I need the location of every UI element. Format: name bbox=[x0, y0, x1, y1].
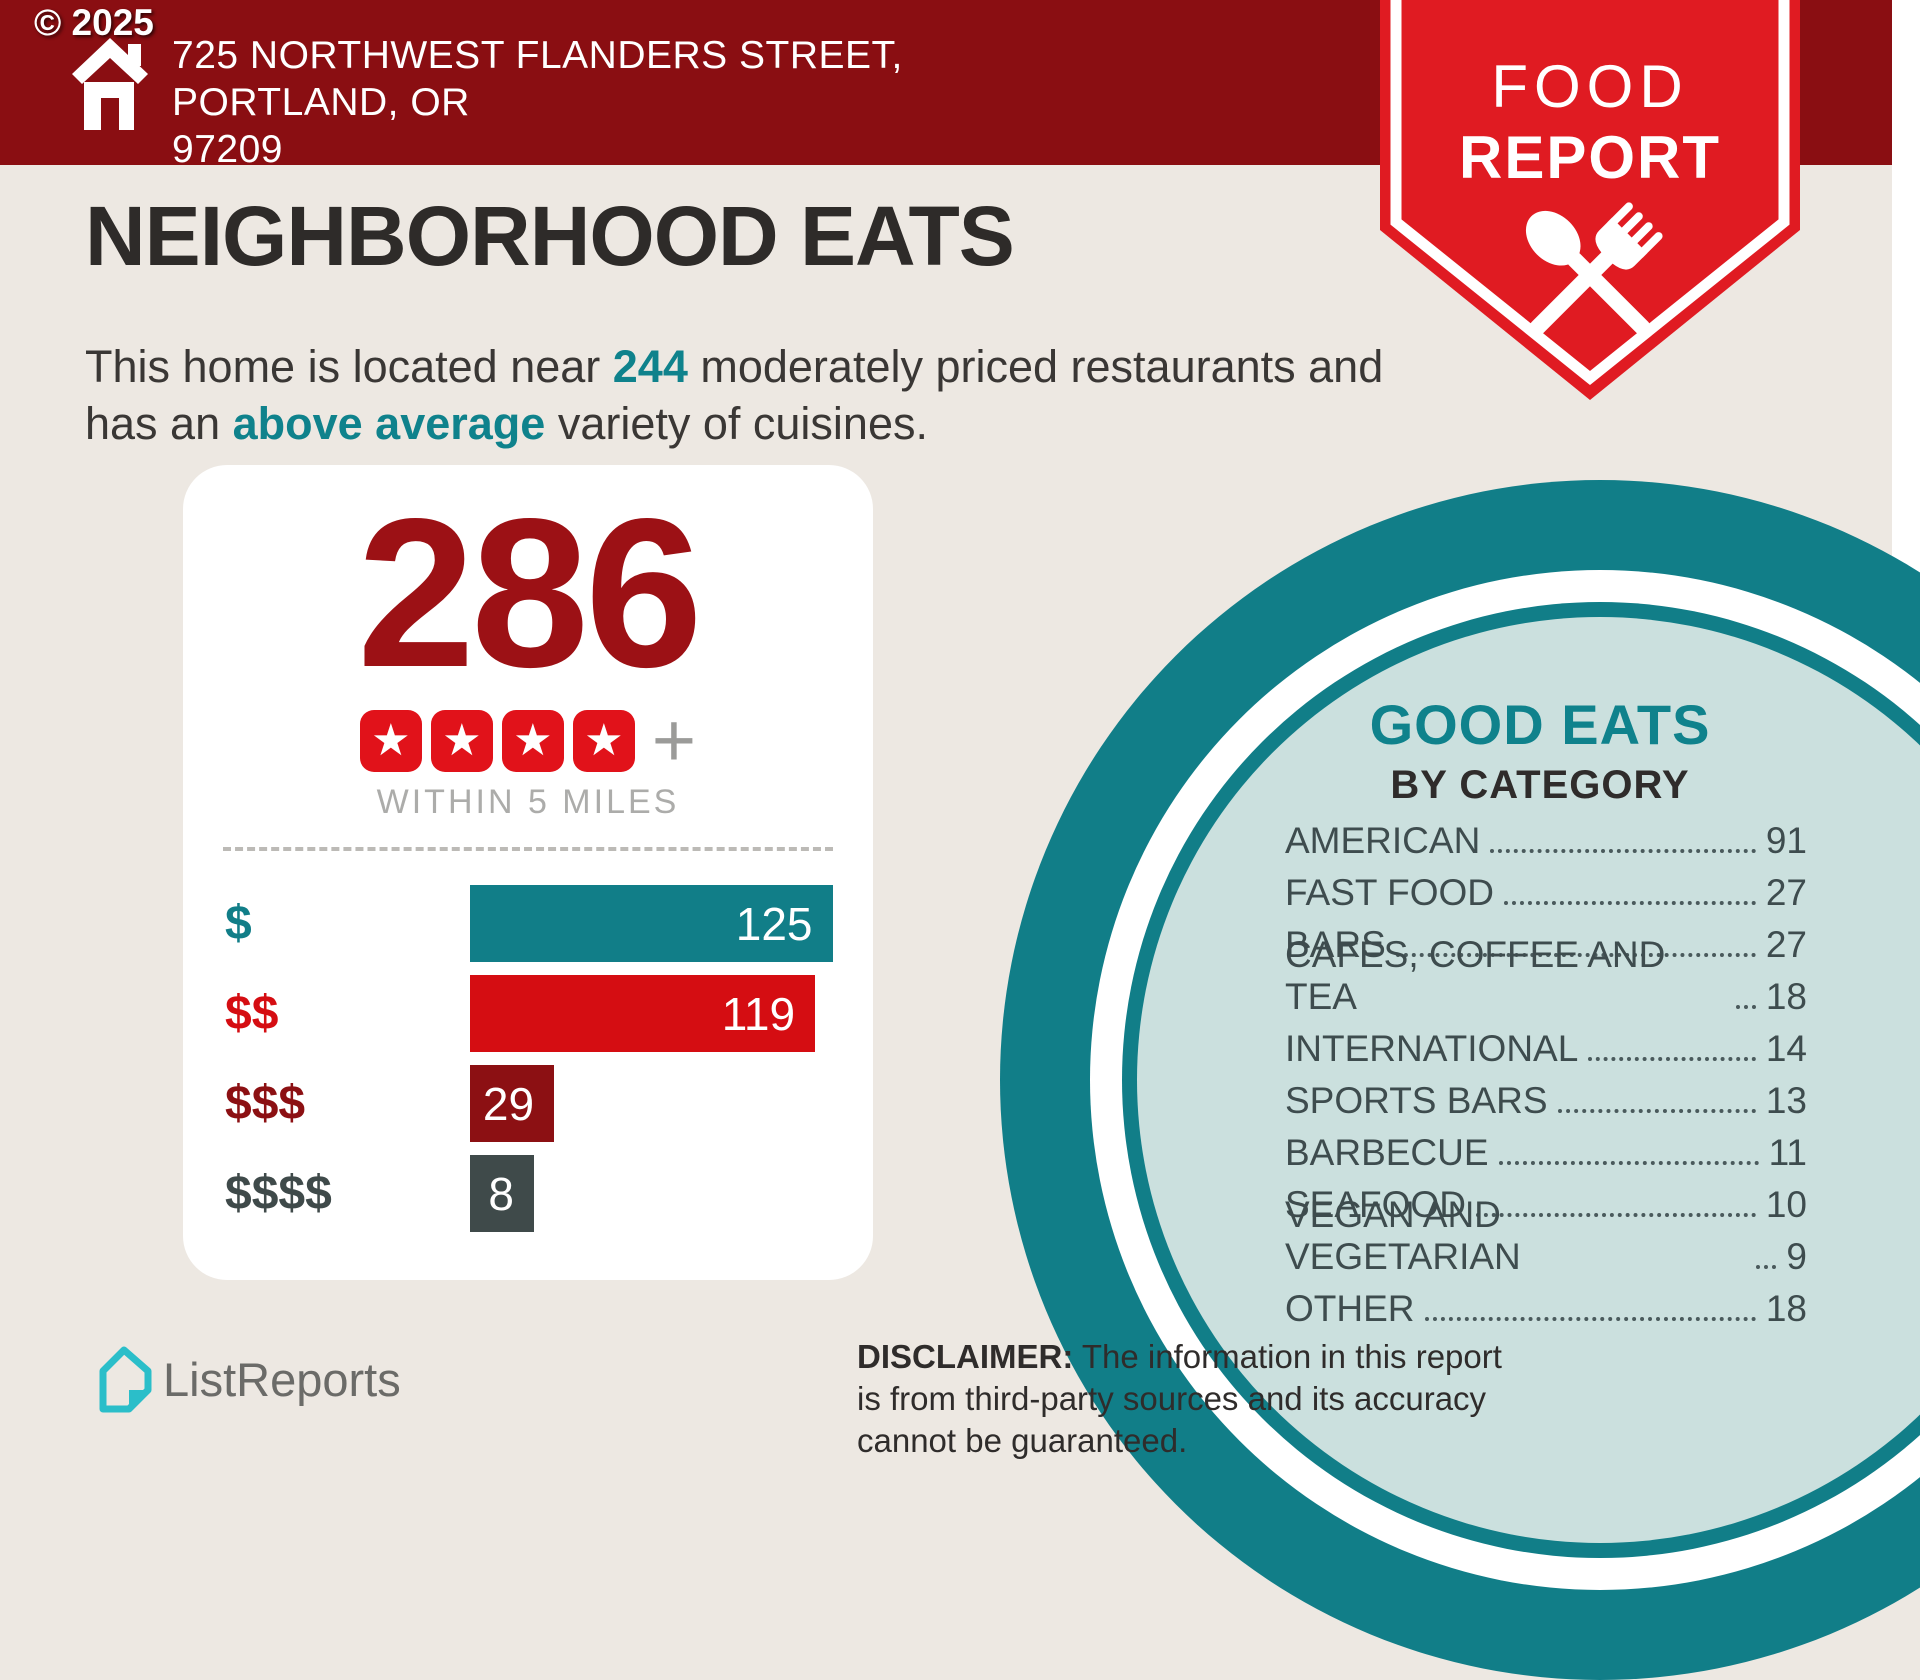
dotted-leader bbox=[1504, 901, 1756, 905]
address-line-2: 97209 bbox=[172, 128, 283, 171]
intro-line-1: This home is located near 244 moderately… bbox=[85, 338, 1383, 395]
dotted-leader bbox=[1395, 953, 1756, 957]
bar-value: 119 bbox=[721, 987, 796, 1040]
intro-t3: has an bbox=[85, 398, 233, 449]
home-icon bbox=[72, 36, 148, 135]
category-row: BARBECUE 11 bbox=[1285, 1122, 1807, 1174]
page-title: NEIGHBORHOOD EATS bbox=[85, 189, 1015, 283]
summary-card: 286 ★ ★ ★ ★ + WITHIN 5 MILES $ 125 $$ 119 $$… bbox=[183, 465, 873, 1280]
star-icon: ★ bbox=[572, 710, 635, 772]
intro-t4: variety of cuisines. bbox=[545, 398, 928, 449]
category-value: 91 bbox=[1765, 820, 1807, 861]
dotted-leader bbox=[1557, 1109, 1756, 1113]
category-label: BARS bbox=[1285, 924, 1386, 965]
badge-text: FOOD REPORT bbox=[1380, 52, 1800, 192]
intro-t2: moderately priced restaurants and bbox=[687, 341, 1384, 392]
category-label: OTHER bbox=[1285, 1288, 1415, 1329]
dotted-leader bbox=[1756, 1265, 1777, 1269]
category-value: 9 bbox=[1786, 1236, 1807, 1277]
category-label: CAFES, COFFEE AND TEA bbox=[1285, 934, 1666, 1017]
category-label: INTERNATIONAL bbox=[1285, 1028, 1579, 1069]
good-eats-circle-fill bbox=[1137, 617, 1920, 1543]
category-row: VEGAN AND VEGETARIAN 9 bbox=[1285, 1194, 1807, 1278]
bar-row: $ 125 bbox=[225, 885, 835, 962]
bar-row: $$$ 29 bbox=[225, 1065, 835, 1142]
category-label: VEGAN AND VEGETARIAN bbox=[1285, 1194, 1521, 1277]
category-value: 11 bbox=[1768, 1132, 1807, 1173]
badge-line-food: FOOD bbox=[1491, 53, 1689, 120]
dotted-leader bbox=[1424, 1317, 1756, 1321]
dotted-leader bbox=[1735, 1005, 1756, 1009]
price-tier-label: $ bbox=[225, 897, 252, 950]
badge-line-report: REPORT bbox=[1458, 124, 1722, 191]
food-report-badge: FOOD REPORT bbox=[1380, 0, 1800, 400]
category-row: OTHER 18 bbox=[1285, 1278, 1807, 1330]
category-label: BARBECUE bbox=[1285, 1132, 1489, 1173]
bar: 8 bbox=[470, 1155, 534, 1232]
category-value: 18 bbox=[1765, 976, 1807, 1017]
dotted-leader bbox=[1588, 1057, 1756, 1061]
category-label: AMERICAN bbox=[1285, 820, 1481, 861]
category-value: 27 bbox=[1765, 872, 1807, 913]
good-eats-heading: GOOD EATS BY CATEGORY bbox=[1240, 692, 1840, 808]
category-row: AMERICAN 91 bbox=[1285, 810, 1807, 862]
restaurant-count: 244 bbox=[612, 341, 688, 392]
bar-value: 29 bbox=[482, 1077, 535, 1130]
radius-caption: WITHIN 5 MILES bbox=[376, 783, 680, 821]
bar-value: 125 bbox=[735, 897, 813, 950]
category-row: INTERNATIONAL 14 bbox=[1285, 1018, 1807, 1070]
crossed-spoon-fork-icon bbox=[1495, 180, 1685, 370]
property-address: 725 NORTHWEST FLANDERS STREET, PORTLAND,… bbox=[172, 32, 1072, 173]
bar-value: 8 bbox=[488, 1167, 514, 1220]
star-icon: ★ bbox=[501, 710, 564, 772]
bar: 125 bbox=[470, 885, 833, 962]
star-rating: ★ ★ ★ ★ + bbox=[183, 703, 873, 779]
category-label: SPORTS BARS bbox=[1285, 1080, 1548, 1121]
disclaimer-label: DISCLAIMER: bbox=[857, 1338, 1074, 1375]
plus-sign: + bbox=[651, 698, 697, 783]
dotted-leader bbox=[1498, 1161, 1759, 1165]
category-row: CAFES, COFFEE AND TEA 18 bbox=[1285, 934, 1807, 1018]
bar: 29 bbox=[470, 1065, 555, 1142]
good-eats-subtitle: BY CATEGORY bbox=[1390, 763, 1690, 807]
good-eats-category-list: AMERICAN 91 FAST FOOD 27 BARS 27 CAFES, … bbox=[1285, 810, 1807, 1330]
bar-row: $$ 119 bbox=[225, 975, 835, 1052]
category-value: 14 bbox=[1765, 1028, 1807, 1069]
category-value: 13 bbox=[1765, 1080, 1807, 1121]
price-tier-label: $$$$ bbox=[225, 1167, 332, 1220]
brand-name: ListReports bbox=[163, 1353, 401, 1406]
copyright-watermark: © 2025 bbox=[34, 2, 154, 43]
intro-highlight: above average bbox=[232, 398, 546, 449]
price-tier-label: $$ bbox=[225, 987, 279, 1040]
address-line-1: 725 NORTHWEST FLANDERS STREET, PORTLAND,… bbox=[172, 34, 903, 124]
star-icon: ★ bbox=[430, 710, 493, 772]
category-value: 10 bbox=[1765, 1184, 1807, 1225]
category-row: SEAFOOD 10 bbox=[1285, 1174, 1807, 1226]
bar: 119 bbox=[470, 975, 816, 1052]
star-icon: ★ bbox=[359, 710, 422, 772]
category-value: 18 bbox=[1765, 1288, 1807, 1329]
category-label: SEAFOOD bbox=[1285, 1184, 1466, 1225]
intro-text: This home is located near 244 moderately… bbox=[85, 338, 1383, 452]
category-label: FAST FOOD bbox=[1285, 872, 1495, 913]
intro-line-2: has an above average variety of cuisines… bbox=[85, 395, 1383, 452]
category-value: 27 bbox=[1765, 924, 1807, 965]
category-row: BARS 27 bbox=[1285, 914, 1807, 966]
ribbon-shape bbox=[1380, 0, 1800, 400]
total-restaurants-number: 286 bbox=[357, 474, 703, 711]
price-tier-bar-chart: $ 125 $$ 119 $$$ 29 $$$$ 8 bbox=[225, 885, 835, 1245]
listreports-logo-icon bbox=[95, 1345, 153, 1420]
category-row: FAST FOOD 27 bbox=[1285, 862, 1807, 914]
dashed-divider bbox=[223, 847, 833, 851]
good-eats-title: GOOD EATS bbox=[1369, 693, 1711, 756]
bar-row: $$$$ 8 bbox=[225, 1155, 835, 1232]
dotted-leader bbox=[1490, 849, 1756, 853]
disclaimer: DISCLAIMER: The information in this repo… bbox=[857, 1336, 1507, 1462]
dotted-leader bbox=[1475, 1213, 1756, 1217]
price-tier-label: $$$ bbox=[225, 1077, 306, 1130]
intro-t1: This home is located near bbox=[85, 341, 613, 392]
category-row: SPORTS BARS 13 bbox=[1285, 1070, 1807, 1122]
